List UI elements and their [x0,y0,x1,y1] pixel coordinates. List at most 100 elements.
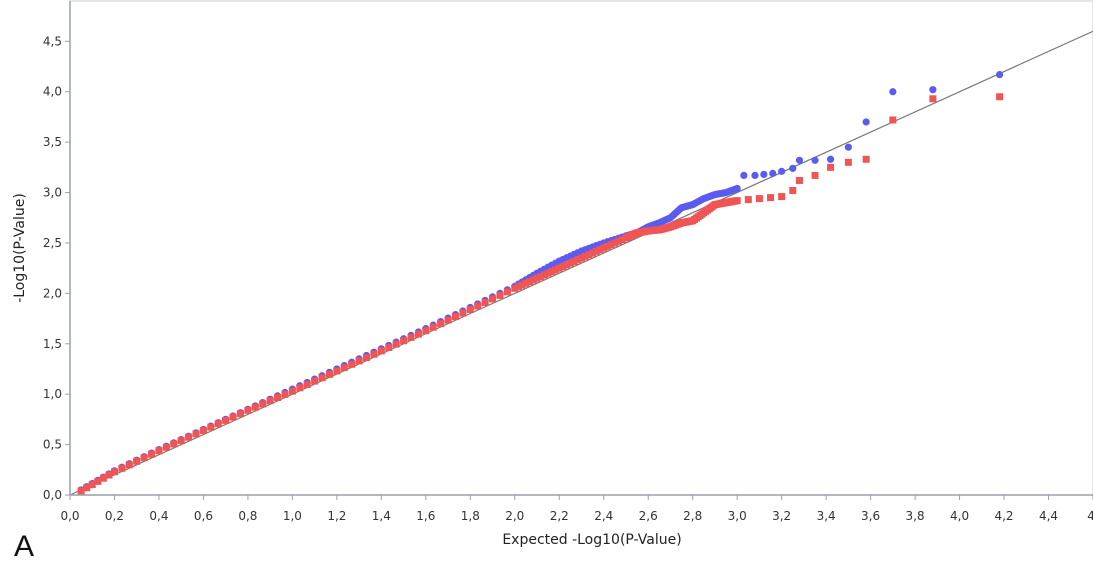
y-tick-label: 0,0 [43,488,62,502]
red-square-point [155,447,163,455]
reference-line-layer [69,30,1093,496]
blue-circle-point [929,86,937,94]
x-tick-label: 1,0 [283,509,302,523]
red-square-point-interp [611,239,619,247]
red-square-point-interp [529,276,537,284]
red-square-point [578,254,585,262]
red-square-point-interp [496,291,504,299]
red-square-point [767,194,775,202]
red-square-point-interp [88,481,96,489]
red-square-point-interp [170,440,178,448]
red-square-point-interp [526,278,534,286]
x-tick-label: 3,4 [817,509,836,523]
red-square-point-interp [607,241,615,249]
red-square-point-interp [518,281,526,289]
red-square-point-interp [296,384,304,392]
red-square-point-interp [237,410,244,418]
red-square-point [862,155,870,163]
red-square-point-interp [281,390,289,398]
red-square-point-interp [540,271,548,279]
red-square-point-interp [148,450,156,458]
red-square-point-interp [563,261,571,269]
red-square-point [744,196,752,204]
x-tick-label: 1,4 [372,509,391,523]
red-square-point-interp [566,259,574,267]
red-square-point-interp [592,247,600,255]
red-square-point-interp [552,266,560,274]
red-square-point-interp [355,357,363,365]
x-tick-label: 0,2 [105,509,124,523]
red-square-point [533,274,541,282]
red-square-point-interp [451,313,459,321]
red-square-point-interp [251,403,259,411]
red-square-point-interp [574,256,582,264]
red-square-point [555,264,563,272]
y-tick-label: 3,0 [43,186,62,200]
red-square-point-interp [548,268,556,276]
red-square-point-interp [503,288,511,296]
red-square-point-interp [615,237,623,245]
red-square-point-interp [192,430,200,438]
blue-circle-point [811,156,819,164]
red-square-point-interp [133,457,141,465]
red-square-point-interp [105,471,113,479]
x-tick-label: 0,4 [149,509,168,523]
red-square-point-interp [581,252,589,260]
red-square-point [844,158,852,166]
x-tick-label: 0,6 [194,509,213,523]
red-square-point [199,426,207,434]
red-square-point-interp [94,477,102,485]
x-tick-label: 4,0 [950,509,969,523]
red-square-point-interp [437,320,445,328]
blue-circle-point [769,169,777,177]
panel-label: A [14,530,35,563]
red-square-point [755,195,763,203]
x-tick-label: 4,4 [1039,509,1058,523]
red-square-point [244,406,252,414]
x-tick-label: 4,2 [994,509,1013,523]
x-tick-label: 0,8 [238,509,257,523]
red-square-point-interp [489,295,497,303]
red-square-point-interp [385,343,393,351]
red-square-point-interp [274,394,282,402]
red-square-point-interp [99,474,107,482]
red-square-point-interp [185,433,193,441]
red-square-point [889,116,897,124]
red-square-point [288,387,296,395]
x-tick-label: 2,0 [505,509,524,523]
red-square-point-interp [537,273,545,281]
red-square-point-interp [177,437,185,445]
red-square-point-interp [214,420,222,428]
x-axis-label: Expected -Log10(P-Value) [502,532,681,548]
blue-circle-point [795,156,804,164]
blue-circle-point [826,155,835,163]
red-square-point-interp [544,269,552,277]
blue-circle-point [760,170,768,179]
red-square-point [996,93,1004,101]
blue-circle-point [778,167,786,175]
red-square-point [778,193,786,201]
red-square-point-interp [370,350,378,358]
red-square-point-interp [618,236,626,244]
blue-circle-point [733,184,741,193]
red-square-point-interp [603,242,611,250]
expected-reference-line [69,30,1093,496]
x-tick-label: 0,0 [60,509,79,523]
y-axis-label: -Log10(P-Value) [12,193,28,303]
red-square-point [511,284,519,292]
y-tick-label: 2,5 [43,236,62,250]
data-points-layer [77,70,1004,495]
red-square-point-interp [589,249,597,257]
red-square-point-interp [207,423,215,431]
red-square-point [600,244,608,252]
x-tick-label: 2,4 [594,509,613,523]
y-axis-ticks: 0,0 0,5 1,0 1,5 2,0 2,5 3,0 3,5 4,0 4,5 [43,34,70,502]
red-square-point-interp [118,464,126,472]
red-square-point [377,347,385,355]
red-square-point-interp [481,298,489,306]
red-square-point-interp [392,340,400,348]
y-tick-label: 1,0 [43,387,62,401]
red-square-point-interp [522,279,530,287]
red-square-point [110,468,118,476]
